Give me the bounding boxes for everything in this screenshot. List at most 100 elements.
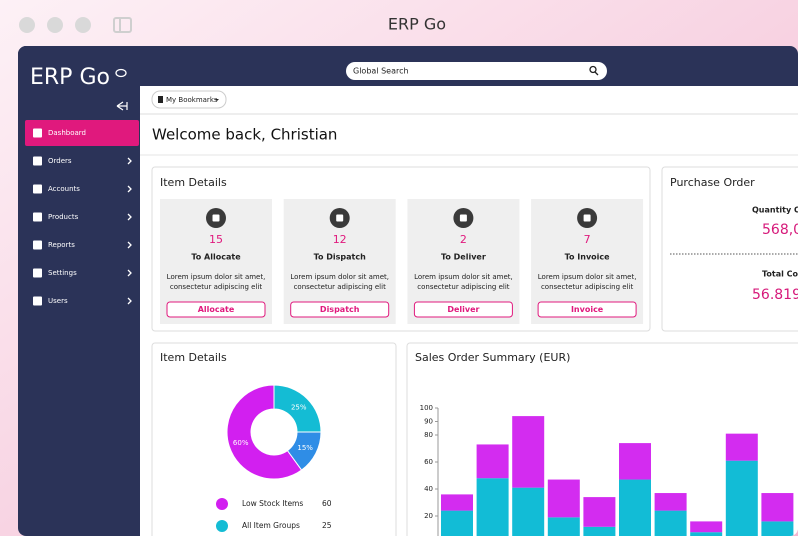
sidebar-toggle[interactable] [113, 17, 132, 33]
tile-label: To Invoice [565, 253, 611, 262]
bar-segment [583, 497, 616, 527]
kpi-value: 568,0 [762, 222, 798, 238]
tile-text: consectetur adipiscing elit [417, 283, 510, 291]
tile-label: To Allocate [191, 253, 241, 262]
legend-swatch [216, 498, 228, 510]
card [151, 342, 397, 536]
search-icon[interactable] [589, 65, 597, 74]
y-tick-label: 40 [424, 485, 433, 493]
window-button[interactable] [47, 17, 63, 33]
bookmarks-button[interactable] [151, 90, 227, 109]
menu-item[interactable]: Settings [48, 269, 77, 277]
bar-segment [761, 493, 794, 522]
bar-segment [725, 460, 758, 536]
chevron [127, 185, 132, 193]
bar-segment [725, 433, 758, 461]
bar-segment [690, 521, 723, 533]
sidebar [18, 46, 140, 536]
y-tick-label: 60 [424, 458, 433, 466]
kpi-label: Quantity Ord [752, 206, 798, 215]
search-icon-handle [594, 71, 599, 76]
y-tick-label: 80 [424, 431, 433, 439]
tile-button[interactable] [413, 301, 513, 318]
search-placeholder: Global Search [353, 67, 409, 76]
tile-label: To Deliver [441, 253, 486, 262]
tile-text: Lorem ipsum dolor sit amet, [167, 273, 266, 281]
legend-swatch [216, 520, 228, 532]
legend-value: 25 [322, 521, 332, 530]
bar-segment [619, 479, 651, 536]
tile-count: 15 [209, 233, 223, 246]
bar-segment [761, 521, 794, 536]
tile-text: Lorem ipsum dolor sit amet, [414, 273, 513, 281]
bar-segment [441, 494, 473, 511]
bar-segment [547, 479, 580, 518]
menu-icon [33, 184, 42, 194]
tile-count: 7 [584, 233, 591, 246]
logo-eye [115, 68, 127, 78]
window-button[interactable] [75, 17, 91, 33]
chevron [127, 157, 132, 165]
tile-label: To Dispatch [314, 253, 367, 262]
search-box[interactable] [346, 62, 607, 80]
donut-label: 60% [233, 439, 249, 447]
bar-segment [441, 510, 473, 536]
welcome: Welcome back, Christian [152, 126, 337, 144]
tile-text: consectetur adipiscing elit [170, 283, 263, 291]
donut-label: 15% [297, 444, 313, 452]
card-title: Purchase Order [670, 176, 755, 189]
bar-segment [476, 444, 509, 479]
menu-item[interactable]: Users [48, 297, 68, 305]
tile-count: 2 [460, 233, 467, 246]
tile-button[interactable] [290, 301, 390, 318]
bar-segment [690, 532, 723, 536]
menu-item[interactable]: Orders [48, 157, 72, 165]
y-tick-label: 100 [420, 404, 433, 412]
card [661, 166, 798, 332]
bar-segment [654, 493, 687, 511]
menu-item[interactable]: Dashboard [48, 129, 86, 137]
menu-icon [33, 156, 42, 166]
bar-segment [654, 510, 687, 536]
bar-segment [619, 443, 651, 480]
legend-label: All Item Groups [242, 521, 300, 530]
tile-button-label: Deliver [447, 305, 479, 314]
tile-button-label: Allocate [198, 305, 235, 314]
card-title: Item Details [160, 351, 227, 364]
donut-slice [226, 384, 303, 480]
kpi-label: Total Cost [762, 270, 798, 279]
tile-button[interactable] [537, 301, 637, 318]
card [406, 342, 798, 536]
y-tick-label: 90 [424, 418, 433, 426]
card-title: Item Details [160, 176, 227, 189]
tile-text: Lorem ipsum dolor sit amet, [290, 273, 389, 281]
collapse-icon[interactable] [116, 101, 128, 111]
menu-item[interactable]: Accounts [48, 185, 80, 193]
logo: ERP Go [30, 65, 110, 90]
menu-icon [33, 296, 42, 306]
menu-item[interactable]: Products [48, 213, 79, 221]
tile-button[interactable] [166, 301, 266, 318]
tile-text: Lorem ipsum dolor sit amet, [538, 273, 637, 281]
menu-icon [33, 240, 42, 250]
tile-icon-glyph [336, 214, 344, 222]
tile-text: consectetur adipiscing elit [541, 283, 634, 291]
card [151, 166, 651, 332]
kpi-value: 56.819, [752, 287, 798, 303]
donut-slice [286, 431, 322, 471]
bar-segment [547, 517, 580, 536]
tile-count: 12 [333, 233, 347, 246]
dropdown-caret [215, 99, 219, 101]
menu-active [25, 120, 139, 146]
bookmark-icon [158, 96, 163, 103]
tile-text: consectetur adipiscing elit [294, 283, 387, 291]
menu-item[interactable]: Reports [48, 241, 75, 249]
chevron [127, 297, 132, 305]
tile-icon-glyph [459, 214, 467, 222]
window-button[interactable] [19, 17, 35, 33]
chevron [127, 241, 132, 249]
tile-button-label: Dispatch [320, 305, 360, 314]
chevron [127, 269, 132, 277]
